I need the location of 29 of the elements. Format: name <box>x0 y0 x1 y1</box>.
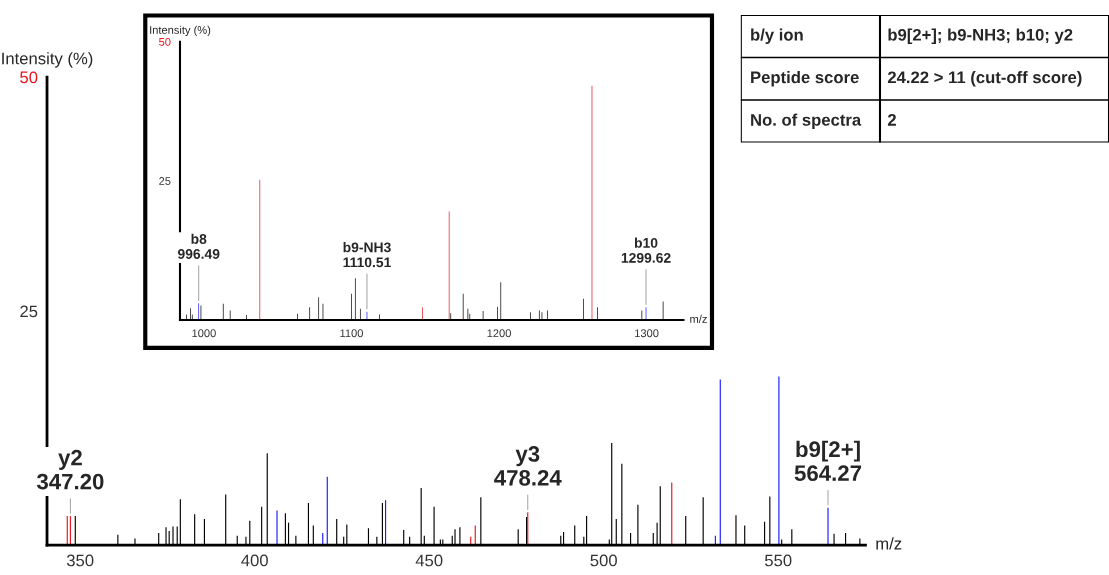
annotation: b9[2+] 564.27 <box>794 440 862 482</box>
x-tick-label: 1300 <box>635 329 659 338</box>
x-axis-title: m/z <box>690 314 707 323</box>
text: b/y ion <box>751 28 803 44</box>
annotation: Peptide score <box>751 71 859 87</box>
y-axis-title: Intensity (%) <box>2 52 93 68</box>
annotation: b8 996.49 <box>177 233 220 259</box>
x-tick-label: 550 <box>764 554 792 567</box>
y-tick-label: 25 <box>159 177 171 185</box>
annotation: y2 347.20 <box>36 449 104 490</box>
y-tick-label: 50 <box>20 71 38 84</box>
y-tick-label: 25 <box>20 305 38 318</box>
annotation: No. of spectra <box>751 113 862 130</box>
x-tick-label: 1100 <box>340 329 363 338</box>
text: b9[2+]; b9-NH3; b10; y2 <box>888 28 1073 44</box>
y-tick-label: 50 <box>159 37 171 46</box>
x-tick-label: 400 <box>241 554 268 567</box>
annotation: b9-NH3 1110.51 <box>343 242 391 268</box>
x-tick-label: 500 <box>590 554 617 567</box>
x-tick-label: 350 <box>66 554 94 567</box>
x-tick-label: 1000 <box>192 329 216 338</box>
annotation: y3 478.24 <box>494 446 562 486</box>
x-tick-label: 1200 <box>487 329 511 338</box>
text: 24.22 > 11 (cut-off score) <box>887 71 1082 87</box>
y-axis-title: Intensity (%) <box>150 25 211 37</box>
annotation: b10 1299.62 <box>621 237 671 263</box>
x-tick-label: 450 <box>415 554 443 567</box>
x-axis-title: m/z <box>876 537 902 550</box>
text: 2 <box>887 114 896 126</box>
